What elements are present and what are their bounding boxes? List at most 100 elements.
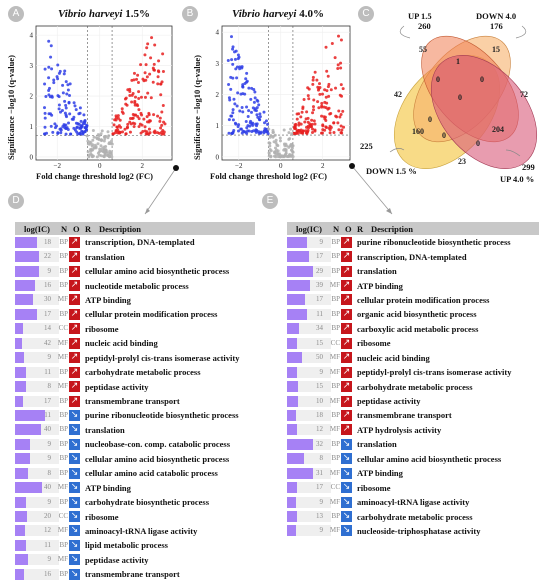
gene-count: 9 (47, 454, 52, 463)
x-tick-label: −2 (235, 162, 243, 170)
data-point (254, 129, 258, 133)
data-point (320, 131, 324, 135)
y-tick-label: 4 (30, 32, 34, 40)
arrow-up-icon: ↗ (69, 251, 80, 263)
gene-count: 40 (44, 483, 51, 492)
data-point (320, 101, 324, 105)
gene-count: 9 (319, 237, 324, 246)
data-point (287, 145, 291, 149)
table-e-col-desc: Description (371, 223, 414, 234)
ic-bar-cell: 29 BP (287, 265, 340, 277)
data-point (126, 122, 130, 126)
data-point (43, 125, 47, 129)
ic-bar-cell: 8 BP (287, 453, 340, 465)
go-description: translation (357, 439, 397, 450)
arrow-up-icon: ↗ (69, 381, 80, 393)
table-d-col-log: log(IC) (24, 223, 50, 234)
connector-line-e (351, 165, 393, 215)
go-description: ATP hydrolysis activity (357, 424, 442, 435)
venn-region-down15-up40: 23 (458, 157, 466, 166)
data-point (339, 124, 343, 128)
go-description: lipid metabolic process (85, 540, 168, 551)
data-point (228, 98, 232, 102)
data-point (106, 130, 110, 134)
venn-pointer-down40 (515, 25, 527, 39)
data-point (336, 63, 340, 67)
go-description: cellular amino acid biosynthetic process (357, 453, 502, 464)
data-point (43, 132, 47, 136)
data-point (63, 69, 67, 73)
ic-bar (15, 438, 31, 450)
data-point (317, 82, 321, 86)
gene-count: 22 (44, 252, 51, 261)
gene-count: 8 (47, 468, 52, 477)
data-point (337, 34, 341, 38)
ontology-category: BP (59, 410, 68, 419)
data-point (128, 130, 132, 134)
gene-count: 11 (44, 410, 51, 419)
data-point (311, 78, 315, 82)
data-point (51, 130, 55, 134)
go-description: cellular amino acid biosynthetic process (85, 453, 230, 464)
data-point (323, 128, 327, 132)
ic-bar (287, 453, 304, 465)
data-point (325, 69, 329, 73)
data-point (110, 142, 114, 146)
go-description: transmembrane transport (85, 396, 180, 407)
data-point (139, 111, 143, 115)
data-point (250, 129, 254, 133)
data-point (229, 75, 233, 79)
data-point (159, 93, 163, 97)
ic-bar (287, 352, 303, 364)
data-point (313, 122, 317, 126)
data-point (311, 131, 315, 135)
ic-bar-cell: 9 MF (287, 525, 340, 537)
table-row: 31 MF ↘ ATP binding (287, 466, 539, 480)
table-row: 9 MF ↘ aminoacyl-tRNA ligase activity (287, 495, 539, 509)
ontology-category: CC (330, 338, 340, 347)
data-point (330, 41, 334, 45)
data-point (306, 130, 310, 134)
gene-count: 9 (319, 526, 324, 535)
data-point (157, 131, 161, 135)
data-point (312, 119, 316, 123)
ontology-category: MF (329, 497, 340, 506)
data-point (311, 82, 315, 86)
go-description: ATP binding (85, 482, 131, 493)
data-point (340, 128, 344, 132)
data-point (236, 57, 240, 61)
data-point (327, 94, 331, 98)
table-row: 18 BP ↗ transmembrane transport (287, 408, 539, 422)
data-point (145, 115, 149, 119)
data-point (300, 110, 304, 114)
data-point (101, 150, 105, 154)
data-point (339, 61, 343, 65)
data-point (307, 97, 311, 101)
data-point (65, 92, 69, 96)
data-point (341, 109, 345, 113)
ic-bar-cell: 15 BP (287, 381, 340, 393)
data-point (145, 75, 149, 79)
data-point (56, 63, 60, 67)
data-point (128, 87, 132, 91)
gene-count: 12 (316, 425, 323, 434)
arrow-down-icon: ↘ (69, 453, 80, 465)
data-point (232, 97, 236, 101)
gene-count: 30 (44, 295, 51, 304)
ontology-category: MF (329, 468, 340, 477)
data-point (325, 89, 329, 93)
data-point (311, 111, 315, 115)
data-point (305, 110, 309, 114)
ontology-category: MF (57, 526, 68, 535)
data-point (95, 155, 99, 159)
data-point (92, 135, 96, 139)
data-point (301, 107, 305, 111)
data-point (230, 114, 234, 118)
ic-bar (15, 352, 24, 364)
data-point (241, 83, 245, 87)
data-point (139, 63, 143, 67)
data-point (64, 113, 68, 117)
ontology-category: BP (59, 367, 68, 376)
ic-bar (15, 337, 22, 349)
ontology-category: CC (58, 324, 68, 333)
